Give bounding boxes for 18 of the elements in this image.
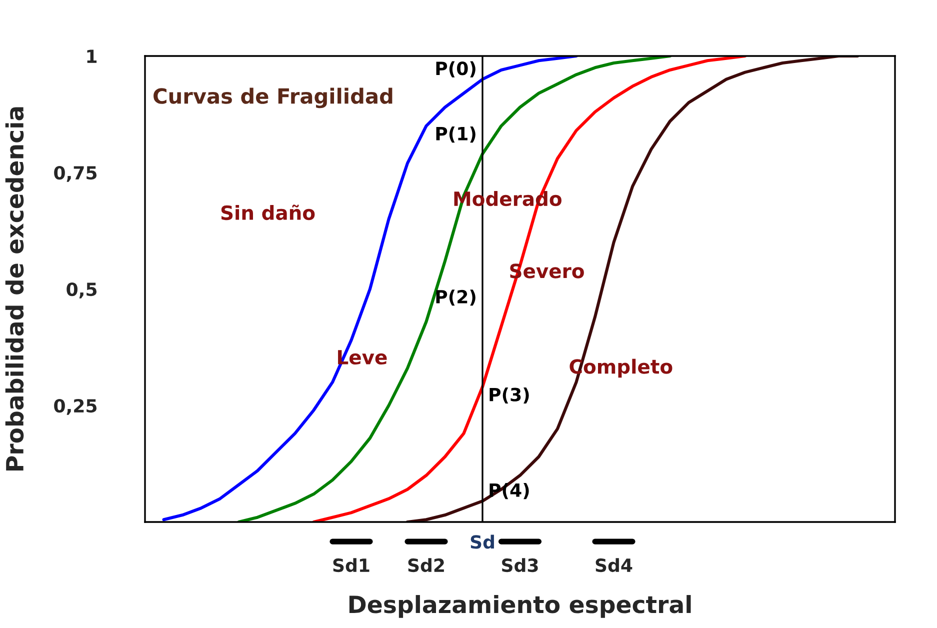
x-tick-label: Sd4	[596, 558, 632, 572]
annotation: P(3)	[490, 387, 529, 404]
x-tick-label: Sd3	[502, 558, 538, 572]
x-tick-label: Sd1	[333, 558, 370, 572]
annotation: Curvas de Fragilidad	[154, 88, 392, 108]
y-tick-label: 0,25	[54, 398, 97, 415]
line-series	[406, 56, 860, 522]
y-tick-label: 0,5	[66, 282, 97, 298]
annotation: Sin daño	[221, 204, 315, 220]
annotation: P(2)	[436, 290, 476, 306]
y-axis-title: Probabilidad de excedencia	[5, 107, 24, 470]
y-tick-label: 1	[87, 50, 97, 63]
y-tick-label: 0,75	[54, 166, 97, 182]
x-tick-label: Sd	[470, 534, 494, 549]
annotation: P(1)	[436, 126, 476, 143]
x-axis-title: Desplazamiento espectral	[349, 595, 691, 618]
x-tick-label: Sd2	[408, 558, 444, 572]
annotation: P(0)	[436, 61, 476, 78]
